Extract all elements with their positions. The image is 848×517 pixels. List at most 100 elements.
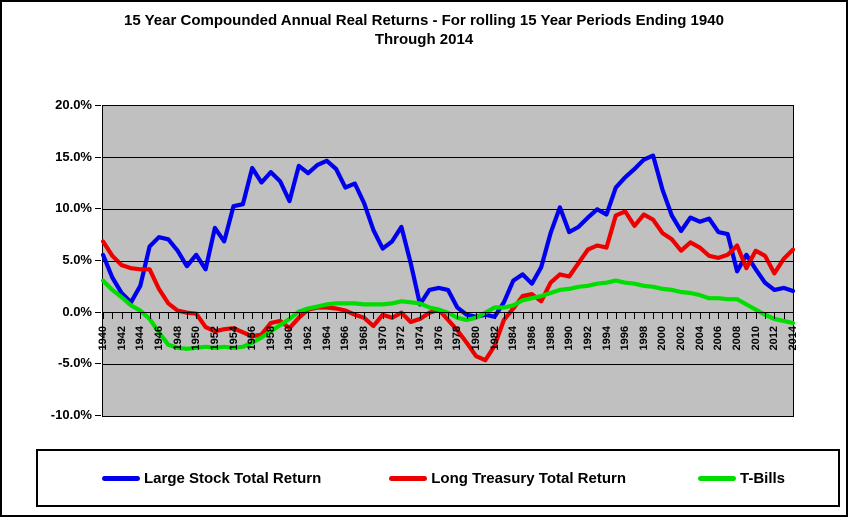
x-axis-label: 1996 [619,321,632,363]
x-axis-tick [690,312,692,319]
x-axis-label-text: 2012 [768,325,781,351]
x-axis-label-text: 1946 [152,325,165,351]
x-axis-tick [765,312,767,319]
x-axis-tick [522,312,524,319]
legend-item-long-treasury: Long Treasury Total Return [389,470,626,487]
x-axis-tick [634,312,636,319]
x-axis-tick [531,312,533,319]
x-axis-label-text: 1964 [320,325,333,351]
x-axis-label-text: 1974 [414,325,427,351]
x-axis-tick [783,312,785,319]
x-axis-label: 1982 [488,321,502,363]
x-axis-label: 1956 [246,321,259,363]
x-axis-label: 2006 [712,321,725,363]
x-axis-tick [298,312,300,319]
x-axis-tick [121,312,123,319]
series-line-long-treasury-total-return [100,209,796,363]
x-axis-tick [410,312,412,319]
x-axis-tick [727,312,729,319]
x-axis-tick [429,312,431,319]
x-axis-tick [457,312,459,319]
x-axis-tick [597,312,599,319]
x-axis-label: 1968 [358,321,371,363]
x-axis-tick [448,312,449,319]
x-axis-tick [420,312,422,319]
legend-label-long-treasury: Long Treasury Total Return [431,469,626,487]
x-axis-tick [541,312,543,319]
x-axis-label: 2002 [675,321,688,363]
x-axis-label-text: 1956 [246,325,259,351]
x-axis-label: 2008 [731,321,744,363]
x-axis-tick [336,312,338,319]
x-axis-label: 1952 [209,321,222,363]
legend-label-large-stock: Large Stock Total Return [144,469,322,487]
x-axis-label: 1986 [526,321,539,363]
x-axis-label-text: 1944 [134,325,147,351]
x-axis-label: 1940 [97,321,110,363]
x-axis-label-text: 1972 [395,325,408,351]
gridline-10 [103,208,793,210]
x-axis-tick [625,312,627,319]
x-axis-label: 2000 [656,321,669,363]
x-axis-tick [718,312,720,319]
legend-swatch-t-bills [698,475,736,481]
x-axis-label: 1944 [134,321,147,363]
y-axis-label: -10.0% [50,407,92,422]
gridline-15 [103,157,793,159]
x-axis-tick [699,312,701,319]
y-axis-label: 0.0% [62,303,92,319]
x-axis-label: 1988 [544,321,558,363]
x-axis-tick [438,312,440,319]
y-axis-tick [95,363,101,365]
x-axis-label: 1960 [283,321,296,363]
x-axis-label-text: 1982 [488,325,501,351]
x-axis-label-text: 1978 [451,325,464,351]
x-axis-tick [755,312,757,319]
x-axis-tick [149,312,151,319]
x-axis-tick [186,312,188,319]
x-axis-label-text: 1950 [190,325,203,351]
x-axis-label: 1972 [395,321,408,363]
x-axis-tick [793,312,794,319]
y-axis-label: -5.0% [58,355,92,371]
x-axis-tick [662,312,664,319]
x-axis-label-text: 1958 [264,325,277,351]
y-axis-tick [95,415,101,416]
x-axis-label-text: 1996 [619,325,632,351]
x-axis-label-text: 1976 [432,325,445,351]
x-axis-label-text: 1994 [600,325,613,351]
x-axis-tick [643,312,645,319]
x-axis-tick [550,312,552,319]
x-axis-tick [671,312,673,319]
x-axis-label-text: 1940 [97,325,109,351]
legend-label-t-bills: T-Bills [740,469,786,487]
x-axis-tick [513,312,515,319]
x-axis-tick [494,312,496,319]
x-axis-label: 1992 [582,321,595,363]
x-axis-label-text: 1966 [339,325,352,351]
x-axis-tick [233,312,235,319]
x-axis-tick [205,312,207,319]
x-axis-tick [709,312,711,319]
x-axis-label-text: 1948 [171,325,184,351]
x-axis-label: 2012 [768,321,781,363]
y-axis-tick [95,260,101,261]
x-axis-tick [196,312,198,319]
x-axis-label: 1990 [563,321,576,363]
series-line-large-stock-total-return [100,153,796,319]
x-axis-tick [140,312,142,319]
x-axis-tick [364,312,366,319]
y-axis-label: 10.0% [55,200,92,216]
x-axis-label-text: 1988 [544,325,557,351]
x-axis-tick [373,312,375,319]
x-axis-label-text: 1942 [115,325,128,351]
legend-swatch-long-treasury [389,475,428,481]
x-axis-tick [681,312,683,319]
x-axis-tick [308,312,310,319]
x-axis-label: 1994 [600,321,614,363]
y-axis-tick [95,156,101,158]
x-axis-label-text: 1970 [376,325,389,351]
y-axis-tick [95,311,101,313]
x-axis-tick [587,312,589,319]
